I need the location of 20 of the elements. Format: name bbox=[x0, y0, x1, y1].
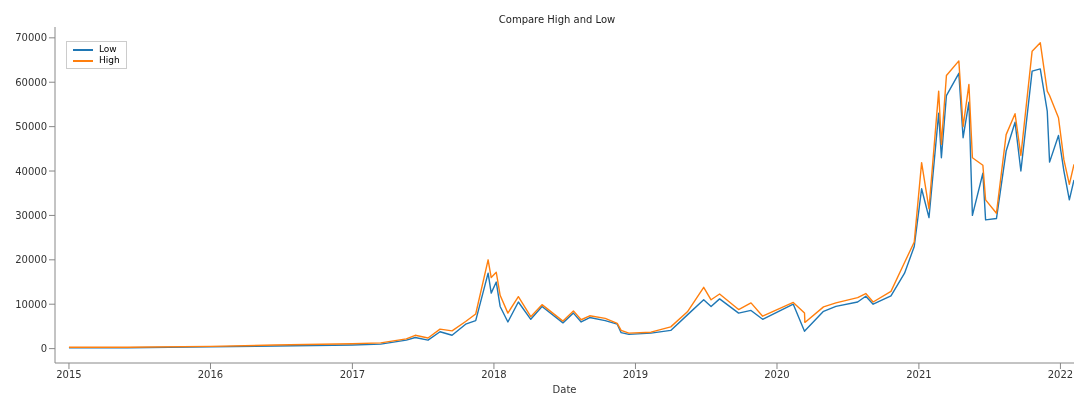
x-tick-label: 2022 bbox=[1047, 369, 1074, 381]
y-tick-label: 10000 bbox=[15, 298, 47, 310]
y-tick-label: 40000 bbox=[15, 165, 47, 177]
x-tick-label: 2016 bbox=[197, 369, 224, 381]
x-tick-label: 2019 bbox=[622, 369, 649, 381]
x-tick-label: 2015 bbox=[56, 369, 82, 381]
y-tick-label: 50000 bbox=[15, 121, 47, 133]
x-tick-label: 2018 bbox=[481, 369, 507, 381]
x-tick-label: 2020 bbox=[764, 369, 790, 381]
x-tick-label: 2017 bbox=[339, 369, 366, 381]
x-axis-title: Date bbox=[552, 384, 577, 395]
x-tick-label: 2021 bbox=[906, 369, 932, 381]
legend-label: High bbox=[99, 55, 120, 66]
chart-title: Compare High and Low bbox=[497, 14, 617, 25]
y-tick-label: 0 bbox=[40, 343, 47, 355]
y-tick-label: 30000 bbox=[15, 209, 47, 221]
y-tick-label: 20000 bbox=[15, 254, 47, 266]
legend-label: Low bbox=[99, 44, 117, 55]
y-tick-label: 70000 bbox=[15, 32, 47, 44]
y-tick-label: 60000 bbox=[15, 76, 47, 88]
